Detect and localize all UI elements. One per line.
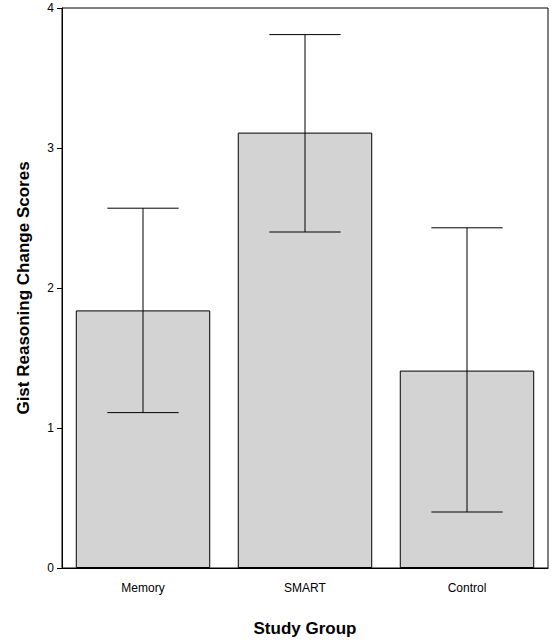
svg-text:SMART: SMART [284,581,326,595]
svg-text:0: 0 [47,561,54,575]
svg-text:Gist Reasoning Change Scores: Gist Reasoning Change Scores [14,161,33,414]
svg-text:3: 3 [47,141,54,155]
svg-text:Control: Control [448,581,487,595]
svg-text:Study Group: Study Group [254,619,357,638]
svg-text:2: 2 [47,281,54,295]
svg-text:4: 4 [47,1,54,15]
svg-text:Memory: Memory [121,581,164,595]
svg-text:1: 1 [47,421,54,435]
